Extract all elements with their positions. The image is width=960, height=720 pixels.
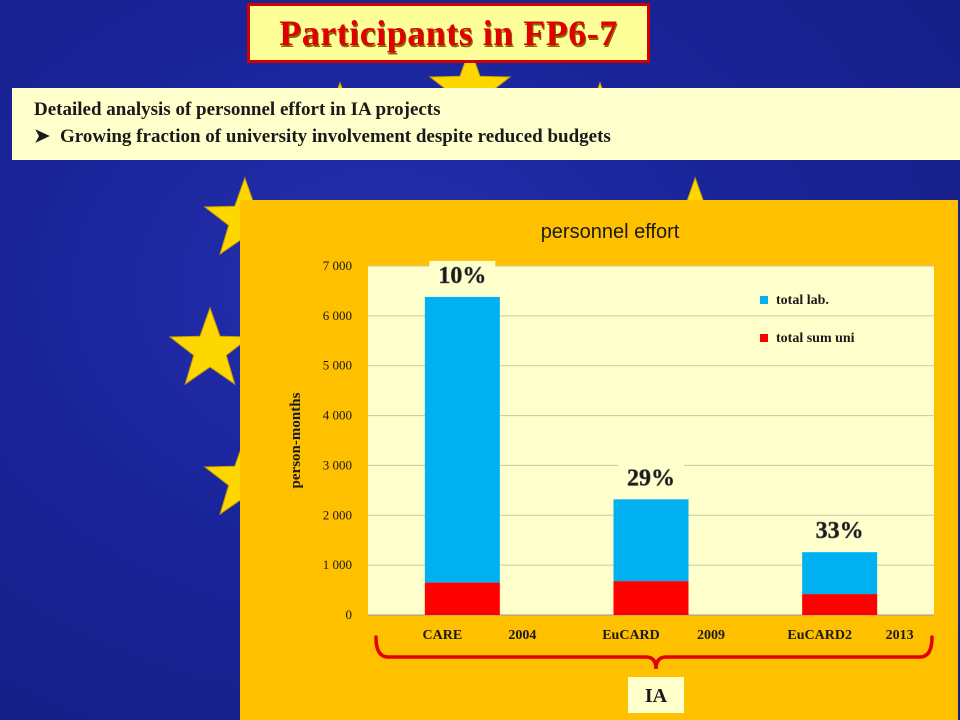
data-label-box — [806, 516, 873, 547]
chart-title: personnel effort — [541, 221, 680, 243]
title-box: Participants in FP6-7 — [247, 3, 650, 63]
y-tick-label: 3 000 — [323, 457, 352, 472]
personnel-effort-chart: personnel effort 0 1 000 2 000 3 000 4 000 5 0… — [288, 221, 934, 713]
x-tick-year-label: 2004 — [508, 628, 536, 643]
x-tick-label: EuCARD — [602, 628, 660, 643]
group-label: IA — [645, 685, 668, 707]
description-line-2: ➤ Growing fraction of university involvem… — [34, 123, 946, 150]
group-label-box — [628, 677, 684, 713]
data-label-box — [429, 260, 496, 291]
slide-title: Participants in FP6-7 — [279, 13, 618, 53]
legend-swatch — [760, 334, 768, 342]
legend-label: total lab. — [776, 293, 829, 308]
y-tick-label: 0 — [346, 607, 353, 622]
x-tick-label: EuCARD2 — [787, 628, 852, 643]
data-label: 29% — [627, 465, 675, 491]
legend-label: total sum uni — [776, 331, 855, 346]
y-tick-label: 1 000 — [323, 557, 352, 572]
bar-total-sum-uni-eucard — [613, 581, 689, 615]
y-tick-label: 4 000 — [323, 408, 352, 423]
y-tick-label: 5 000 — [323, 358, 352, 373]
data-label: 10% — [438, 263, 486, 289]
arrow-bullet-icon: ➤ — [34, 126, 50, 147]
chart-panel: personnel effort 0 1 000 2 000 3 000 4 000 5 0… — [240, 200, 958, 720]
y-tick-label: 6 000 — [323, 308, 352, 323]
star-icon — [168, 306, 252, 386]
bar-total-lab--care — [424, 296, 500, 583]
description-line-2-text: Growing fraction of university involveme… — [60, 126, 611, 147]
y-tick-label: 2 000 — [323, 507, 352, 522]
data-label: 33% — [816, 518, 864, 544]
y-tick-label: 7 000 — [323, 258, 352, 273]
x-tick-year-label: 2013 — [886, 628, 914, 643]
x-tick-label: CARE — [422, 628, 462, 643]
y-axis-label: person-months — [288, 392, 304, 488]
description-line-1: Detailed analysis of personnel effort in… — [34, 99, 441, 120]
bar-total-sum-uni-eucard2 — [802, 594, 878, 615]
bar-total-lab--eucard2 — [802, 552, 878, 595]
x-tick-year-label: 2009 — [697, 628, 725, 643]
legend-swatch — [760, 296, 768, 304]
bar-total-lab--eucard — [613, 499, 689, 582]
description-box: Detailed analysis of personnel effort in… — [12, 88, 960, 160]
data-label-box — [618, 463, 684, 494]
bar-total-sum-uni-care — [424, 582, 500, 615]
curly-brace — [374, 635, 934, 670]
